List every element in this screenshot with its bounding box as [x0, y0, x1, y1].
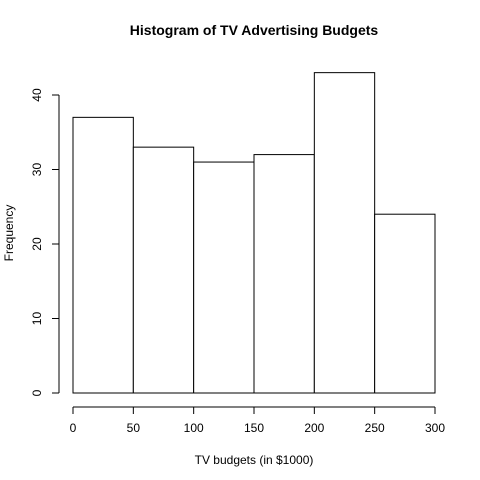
histogram-bar: [193, 161, 255, 394]
y-tick-label: 40: [30, 88, 44, 102]
x-tick-label: 100: [184, 421, 204, 435]
bars-group: [72, 72, 436, 394]
y-tick-label: 10: [30, 312, 44, 326]
y-tick-label: 30: [30, 163, 44, 177]
y-axis: 0 10 20 30 40: [30, 88, 60, 396]
y-tick-label: 20: [30, 237, 44, 251]
x-tick-label: 250: [365, 421, 385, 435]
x-axis: 0 50 100 150 200 250 300: [70, 406, 445, 435]
x-tick-label: 150: [244, 421, 264, 435]
x-tick-label: 300: [425, 421, 445, 435]
y-tick-label: 0: [30, 389, 44, 396]
histogram-bar: [132, 146, 195, 394]
x-tick-label: 50: [127, 421, 141, 435]
histogram-bar: [72, 116, 134, 394]
histogram-bar: [313, 72, 376, 394]
x-axis-label: TV budgets (in $1000): [195, 453, 314, 467]
chart-title: Histogram of TV Advertising Budgets: [130, 22, 379, 38]
x-tick-label: 0: [70, 421, 77, 435]
histogram-bar: [253, 154, 315, 394]
histogram-bar: [374, 213, 436, 394]
y-axis-label: Frequency: [2, 205, 16, 262]
x-tick-label: 200: [304, 421, 324, 435]
